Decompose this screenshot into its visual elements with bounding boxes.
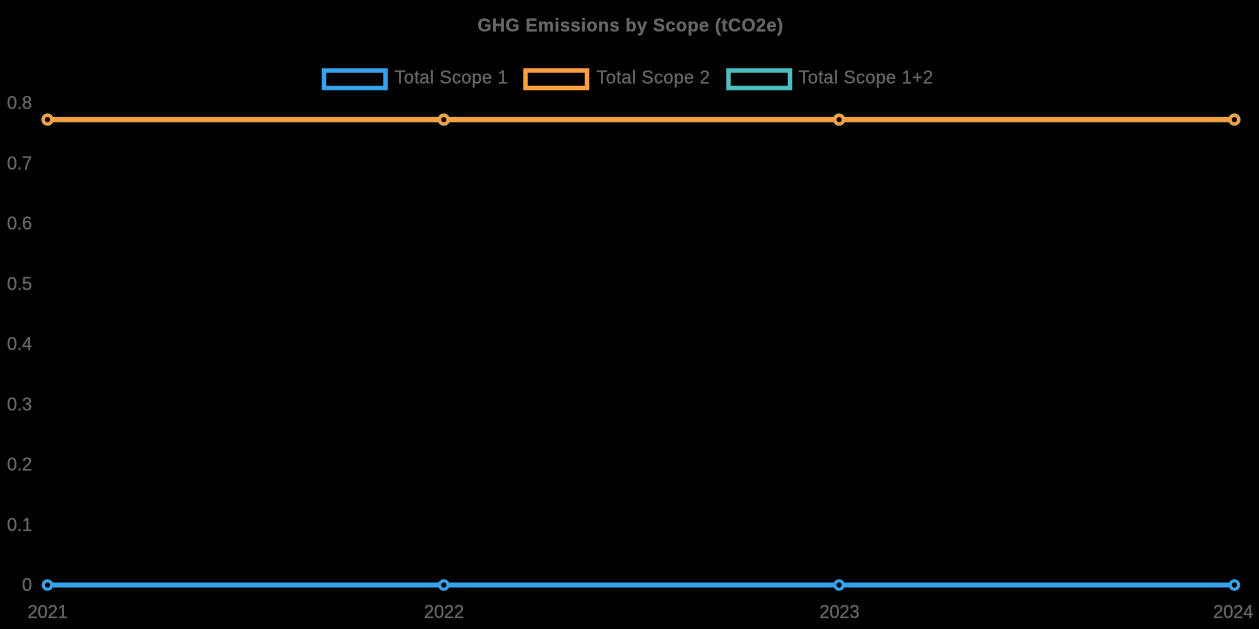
svg-text:Total Scope 1: Total Scope 1: [395, 68, 509, 88]
svg-text:0.2: 0.2: [7, 455, 32, 475]
svg-text:0.1: 0.1: [7, 515, 32, 535]
svg-text:0.7: 0.7: [7, 153, 32, 173]
svg-text:0.3: 0.3: [7, 394, 32, 414]
svg-text:0.5: 0.5: [7, 274, 32, 294]
svg-text:Total Scope 2: Total Scope 2: [597, 68, 711, 88]
svg-text:2021: 2021: [28, 602, 68, 622]
svg-text:0: 0: [22, 575, 32, 595]
svg-text:2023: 2023: [819, 602, 859, 622]
svg-text:0.8: 0.8: [7, 93, 32, 113]
svg-text:2024: 2024: [1213, 602, 1253, 622]
svg-text:2022: 2022: [424, 602, 464, 622]
svg-text:0.4: 0.4: [7, 334, 32, 354]
svg-text:0.6: 0.6: [7, 214, 32, 234]
svg-text:GHG Emissions by Scope (tCO2e): GHG Emissions by Scope (tCO2e): [477, 15, 783, 35]
svg-text:Total Scope 1+2: Total Scope 1+2: [799, 68, 934, 88]
